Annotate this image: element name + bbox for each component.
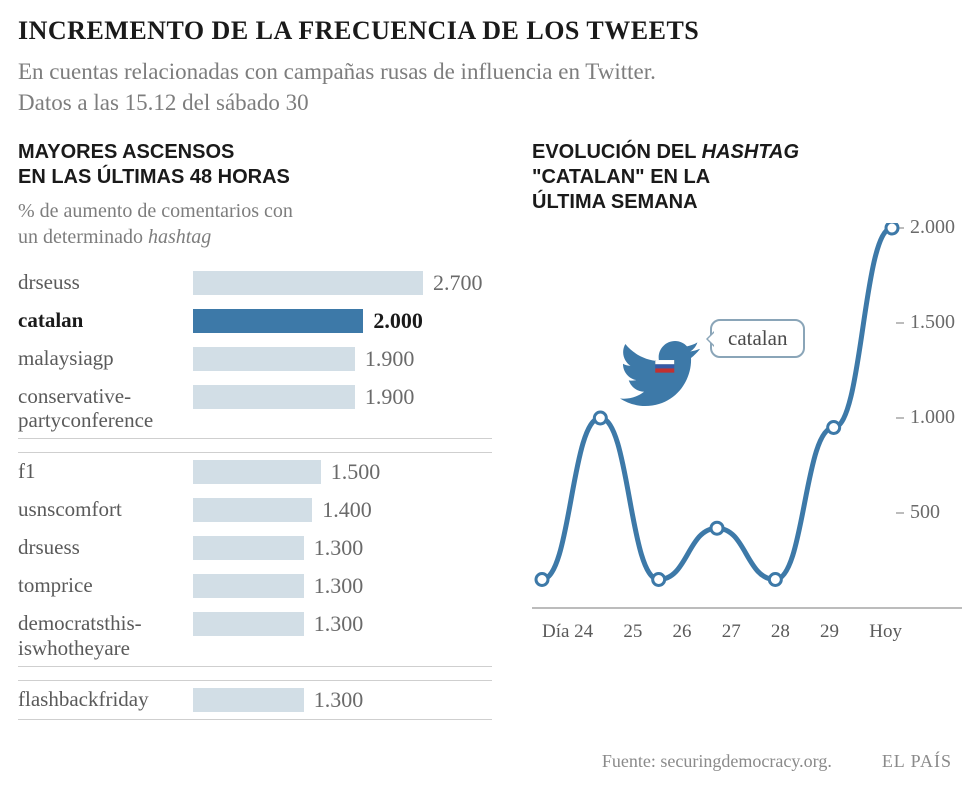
data-point [711,522,723,534]
line-title-2: "CATALAN" EN LA [532,166,710,188]
bar-fill [193,271,423,295]
bar-track: 1.300 [193,681,492,719]
bar-row: f1 1.500 [18,452,492,491]
main-title: INCREMENTO DE LA FRECUENCIA DE LOS TWEET… [18,16,962,46]
data-point [769,574,781,586]
bar-list: drseuss2.700catalan2.000malaysiagp1.900c… [18,264,492,720]
bar-fill [193,309,363,333]
y-tick-label: 500 [910,501,940,524]
bar-fill [193,385,355,409]
bar-track: 1.300 [193,529,492,567]
bar-fill [193,688,304,712]
bar-row: usnscomfort 1.400 [18,491,492,529]
source-text: Fuente: securingdemocracy.org. [602,751,832,772]
x-tick-label: Hoy [869,621,902,643]
bar-title-line1: MAYORES ASCENSOS [18,141,234,163]
bar-label: malaysiagp [18,340,193,376]
bar-label: catalan [18,302,193,338]
bar-row: flashbackfriday 1.300 [18,680,492,719]
bar-chart-title: MAYORES ASCENSOS EN LAS ÚLTIMAS 48 HORAS [18,140,492,190]
header: INCREMENTO DE LA FRECUENCIA DE LOS TWEET… [18,16,962,118]
line-chart-svg [532,223,962,613]
x-tick-label: 28 [771,621,790,643]
bar-track: 1.500 [193,453,492,491]
bar-value: 1.300 [314,573,364,599]
line-title-3: ÚLTIMA SEMANA [532,191,698,213]
bar-value: 1.900 [365,384,415,410]
bar-row: drsuess 1.300 [18,529,492,567]
bar-value: 1.300 [314,535,364,561]
bar-fill [193,347,355,371]
bar-track: 1.300 [193,605,492,643]
bar-label: usnscomfort [18,491,193,527]
y-tick-label: 2.000 [910,216,955,239]
x-tick-label: 29 [820,621,839,643]
bar-chart-desc: % de aumento de comentarios con un deter… [18,198,492,250]
x-axis-labels: Día 24 25 26 27 28 29 Hoy [532,613,952,643]
bar-row: tomprice 1.300 [18,567,492,605]
bar-track: 1.900 [193,340,492,378]
bar-desc-hashtag: hashtag [148,226,211,248]
bar-value: 2.700 [433,270,483,296]
x-tick-label: 26 [673,621,692,643]
bar-fill [193,574,304,598]
bar-label: flashbackfriday [18,681,193,717]
data-point [828,422,840,434]
data-point [653,574,665,586]
bar-row: malaysiagp 1.900 [18,340,492,378]
line-chart-title: EVOLUCIÓN DEL HASHTAG "CATALAN" EN LA ÚL… [532,140,962,215]
bar-value: 1.900 [365,346,415,372]
x-tick-label: 27 [722,621,741,643]
bar-fill [193,612,304,636]
subtitle-line1: En cuentas relacionadas con campañas rus… [18,59,656,84]
bar-row: democratsthis-iswhotheyare 1.300 [18,605,492,665]
bar-track: 1.300 [193,567,492,605]
bar-value: 1.500 [331,459,381,485]
bar-label: drseuss [18,264,193,300]
bar-track: 1.400 [193,491,492,529]
bar-value: 1.300 [314,611,364,637]
bar-title-line2: EN LAS ÚLTIMAS 48 HORAS [18,166,290,188]
line-chart-panel: EVOLUCIÓN DEL HASHTAG "CATALAN" EN LA ÚL… [532,140,962,720]
x-tick-label: Día 24 [542,621,593,643]
bar-desc-1: % de aumento de comentarios con [18,200,293,222]
content-columns: MAYORES ASCENSOS EN LAS ÚLTIMAS 48 HORAS… [18,140,962,720]
bar-chart-panel: MAYORES ASCENSOS EN LAS ÚLTIMAS 48 HORAS… [18,140,492,720]
bar-track: 2.000 [193,302,492,340]
footer: Fuente: securingdemocracy.org. EL PAÍS [532,751,952,772]
data-point [594,412,606,424]
bar-value: 1.300 [314,687,364,713]
twitter-bird-icon [620,341,700,406]
brand-text: EL PAÍS [882,751,952,772]
line-chart-area: catalan 2.0001.5001.000500 Día 242526272… [532,223,962,643]
bar-fill [193,498,312,522]
bar-label: drsuess [18,529,193,565]
bar-label: conservative-partyconference [18,378,193,438]
bar-label: democratsthis-iswhotheyare [18,605,193,665]
subtitle: En cuentas relacionadas con campañas rus… [18,56,962,118]
bar-label: tomprice [18,567,193,603]
data-point [536,574,548,586]
y-tick-label: 1.000 [910,406,955,429]
bar-row: drseuss 2.700 [18,264,492,302]
bar-value: 1.400 [322,497,372,523]
bar-track: 1.900 [193,378,492,416]
bar-row: catalan 2.000 [18,302,492,340]
subtitle-line2: Datos a las 15.12 del sábado 30 [18,90,309,115]
x-tick-label: 25 [623,621,642,643]
bar-label: f1 [18,453,193,489]
bar-desc-2: un determinado [18,226,148,248]
bar-row: conservative-partyconference 1.900 [18,378,492,438]
bar-value: 2.000 [373,308,423,334]
bar-fill [193,460,321,484]
speech-bubble: catalan [710,319,805,358]
y-tick-label: 1.500 [910,311,955,334]
line-title-1a: EVOLUCIÓN DEL [532,141,702,163]
bar-fill [193,536,304,560]
bar-track: 2.700 [193,264,492,302]
data-point [886,223,898,234]
line-title-1b: HASHTAG [702,141,799,163]
